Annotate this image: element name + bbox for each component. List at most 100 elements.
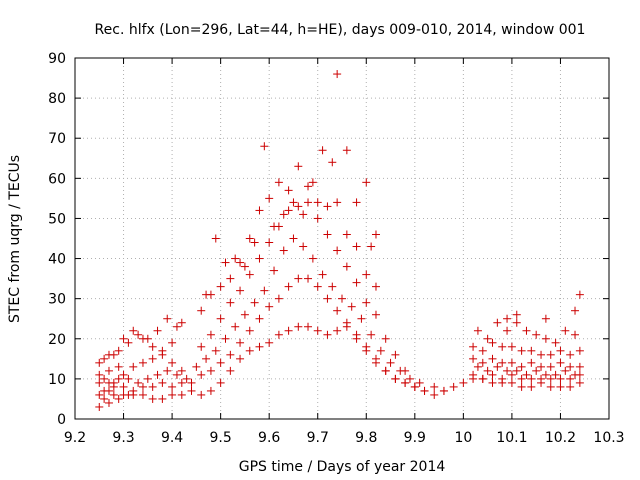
data-point [556, 382, 565, 391]
data-point [255, 206, 264, 215]
y-tick-label: 40 [48, 252, 66, 268]
data-point [313, 198, 322, 207]
x-tick-label: 10.1 [496, 430, 527, 446]
data-point [109, 378, 118, 387]
data-point [362, 342, 371, 351]
data-point [226, 350, 235, 359]
data-point [245, 346, 254, 355]
data-point [236, 338, 245, 347]
data-point [367, 242, 376, 251]
data-point [265, 238, 274, 247]
data-point [250, 298, 259, 307]
data-point [352, 198, 361, 207]
y-tick-label: 60 [48, 171, 66, 187]
data-point [415, 378, 424, 387]
data-point [148, 382, 157, 391]
data-point [323, 202, 332, 211]
data-point [216, 358, 225, 367]
x-tick-label: 10.2 [545, 430, 576, 446]
data-point [270, 222, 279, 231]
data-point [245, 326, 254, 335]
data-point [401, 378, 410, 387]
data-point [138, 382, 147, 391]
data-point [541, 314, 550, 323]
data-point [202, 354, 211, 363]
data-point [206, 366, 215, 375]
data-point [401, 366, 410, 375]
data-point [114, 362, 123, 371]
data-point [231, 322, 240, 331]
data-point [571, 306, 580, 315]
data-point [182, 374, 191, 383]
data-point [313, 326, 322, 335]
data-point [260, 286, 269, 295]
data-point [304, 274, 313, 283]
data-point [134, 330, 143, 339]
data-point [575, 346, 584, 355]
data-point [556, 358, 565, 367]
data-point [483, 334, 492, 343]
data-point [532, 366, 541, 375]
data-point [493, 318, 502, 327]
data-point [279, 246, 288, 255]
data-point [153, 370, 162, 379]
data-point [527, 382, 536, 391]
data-point [333, 70, 342, 79]
data-point [512, 366, 521, 375]
data-point [571, 330, 580, 339]
data-point [522, 326, 531, 335]
data-point [148, 354, 157, 363]
data-point [168, 382, 177, 391]
data-point [371, 358, 380, 367]
data-point [95, 378, 104, 387]
data-point [177, 318, 186, 327]
data-point [109, 350, 118, 359]
data-point [537, 350, 546, 359]
data-point [551, 370, 560, 379]
data-point [342, 262, 351, 271]
y-tick-label: 90 [48, 51, 66, 67]
data-point [328, 282, 337, 291]
data-point [172, 322, 181, 331]
data-point [420, 386, 429, 395]
data-point [231, 254, 240, 263]
data-point [323, 230, 332, 239]
y-tick-label: 30 [48, 292, 66, 308]
data-point [270, 266, 279, 275]
data-point [333, 326, 342, 335]
data-point [294, 162, 303, 171]
data-point [95, 358, 104, 367]
y-tick-label: 70 [48, 131, 66, 147]
x-tick-label: 9.7 [307, 430, 329, 446]
data-point [289, 234, 298, 243]
data-point [294, 202, 303, 211]
data-point [546, 350, 555, 359]
data-point [507, 370, 516, 379]
data-point [449, 382, 458, 391]
data-point [177, 390, 186, 399]
data-point [119, 370, 128, 379]
data-point [100, 394, 109, 403]
data-point [362, 178, 371, 187]
data-point [527, 358, 536, 367]
data-point [279, 210, 288, 219]
data-point [109, 390, 118, 399]
data-point [342, 230, 351, 239]
data-point [318, 270, 327, 279]
data-point [274, 330, 283, 339]
data-point [226, 366, 235, 375]
data-point [323, 330, 332, 339]
data-point [138, 390, 147, 399]
data-point [357, 314, 366, 323]
data-point [211, 234, 220, 243]
data-point [100, 374, 109, 383]
data-point [323, 294, 332, 303]
y-axis-label: STEC from uqrg / TECUs [7, 155, 23, 323]
data-point [119, 334, 128, 343]
data-point [541, 334, 550, 343]
data-point [284, 206, 293, 215]
data-point [473, 326, 482, 335]
data-point [216, 378, 225, 387]
plot-frame [74, 57, 610, 420]
data-point [284, 326, 293, 335]
